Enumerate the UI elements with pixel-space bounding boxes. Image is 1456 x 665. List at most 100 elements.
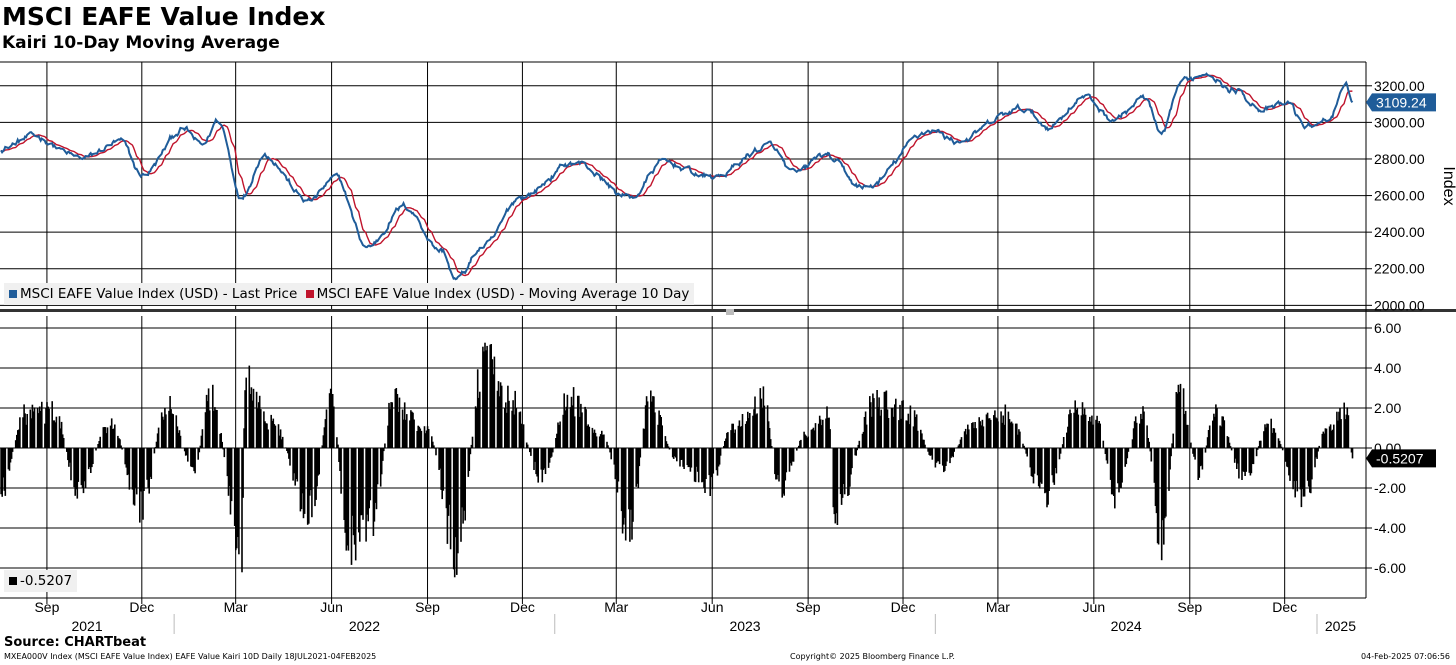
kairi-bar	[89, 448, 91, 468]
kairi-bar	[1036, 448, 1039, 476]
kairi-bar	[602, 434, 604, 448]
kairi-bar	[1031, 448, 1034, 477]
kairi-bar	[1045, 448, 1047, 493]
kairi-bar	[620, 448, 623, 512]
kairi-bar	[982, 426, 985, 448]
kairi-bar	[37, 413, 40, 448]
kairi-bar	[646, 401, 649, 448]
kairi-bar	[520, 423, 523, 448]
ytick-label-top: 2200.00	[1374, 261, 1425, 277]
kairi-bar	[226, 448, 229, 477]
kairi-bar	[1264, 424, 1266, 448]
kairi-bar	[548, 448, 551, 463]
kairi-bar	[476, 369, 479, 448]
kairi-bar	[974, 422, 976, 448]
kairi-bar	[148, 448, 150, 494]
kairi-bar	[1142, 406, 1144, 448]
kairi-bar	[471, 436, 474, 448]
kairi-bar	[252, 388, 255, 448]
kairi-bar	[1087, 421, 1090, 448]
kairi-bar	[530, 448, 532, 456]
kairi-bar	[1048, 448, 1050, 491]
kairi-bar	[278, 435, 281, 448]
kairi-bar	[1103, 447, 1106, 449]
kairi-bar	[227, 448, 230, 496]
kairi-bar	[828, 417, 830, 448]
kairi-bar	[425, 430, 428, 448]
kairi-bar	[629, 448, 631, 542]
kairi-bar	[785, 448, 788, 473]
kairi-bar	[2, 448, 4, 478]
kairi-bar	[920, 429, 922, 448]
kairi-bar	[337, 444, 339, 448]
kairi-bar	[1258, 440, 1261, 448]
kairi-bar	[601, 430, 603, 448]
kairi-bar	[91, 448, 93, 468]
kairi-bar	[1281, 448, 1284, 451]
kairi-bar	[76, 448, 79, 499]
xtick-label-month: Sep	[796, 599, 821, 615]
kairi-bar	[251, 400, 254, 448]
kairi-bar	[1153, 448, 1156, 483]
kairi-bar	[55, 416, 58, 448]
kairi-bar	[272, 418, 275, 448]
kairi-bar	[102, 427, 105, 448]
kairi-bar	[47, 406, 49, 448]
kairi-bar	[277, 424, 280, 448]
kairi-bar	[265, 423, 267, 448]
kairi-bar	[963, 431, 966, 448]
kairi-bar	[951, 448, 953, 457]
kairi-bar	[985, 414, 988, 448]
kairi-bar	[993, 415, 995, 448]
kairi-bar	[594, 432, 597, 448]
kairi-bar	[1289, 448, 1291, 481]
kairi-bar	[336, 437, 338, 448]
kairi-bar	[306, 448, 309, 525]
kairi-bar	[172, 414, 174, 448]
kairi-bar	[876, 390, 878, 448]
kairi-bar	[603, 434, 605, 448]
kairi-bar	[1165, 448, 1167, 517]
kairi-bar	[109, 425, 112, 448]
kairi-bar	[965, 434, 968, 448]
kairi-bar	[1288, 448, 1290, 476]
ytick-label-bottom: 4.00	[1374, 360, 1401, 376]
kairi-bar	[719, 448, 722, 456]
kairi-bar	[1014, 423, 1017, 448]
kairi-bar	[178, 430, 181, 448]
kairi-bar	[759, 388, 762, 448]
kairi-bar	[69, 448, 71, 463]
kairi-bar	[168, 410, 170, 448]
kairi-bar	[945, 448, 947, 466]
kairi-bar	[905, 420, 907, 448]
kairi-bar	[959, 439, 962, 448]
kairi-bar	[783, 448, 785, 496]
kairi-bar	[1051, 448, 1053, 476]
kairi-bar	[26, 414, 28, 448]
kairi-bar	[1317, 448, 1319, 452]
kairi-bar	[395, 388, 398, 448]
kairi-bar	[410, 410, 412, 448]
kairi-bar	[409, 420, 411, 448]
kairi-bar	[367, 448, 369, 522]
kairi-bar	[1040, 448, 1042, 483]
kairi-bar	[643, 428, 646, 448]
kairi-last-callout	[1366, 449, 1436, 468]
kairi-bar	[885, 390, 888, 448]
kairi-bar	[812, 427, 815, 448]
kairi-bar	[851, 448, 853, 469]
kairi-bar	[569, 407, 572, 448]
kairi-bar	[1127, 448, 1130, 452]
kairi-bar	[358, 448, 360, 533]
kairi-bar	[343, 448, 345, 520]
kairi-bar	[826, 406, 828, 448]
kairi-bar	[682, 448, 684, 467]
kairi-bar	[31, 404, 34, 448]
kairi-bar	[483, 351, 485, 448]
kairi-bar	[243, 428, 245, 448]
kairi-bar	[435, 448, 437, 456]
kairi-bar	[1060, 448, 1063, 449]
kairi-bar	[236, 448, 238, 549]
kairi-bar	[913, 410, 916, 448]
